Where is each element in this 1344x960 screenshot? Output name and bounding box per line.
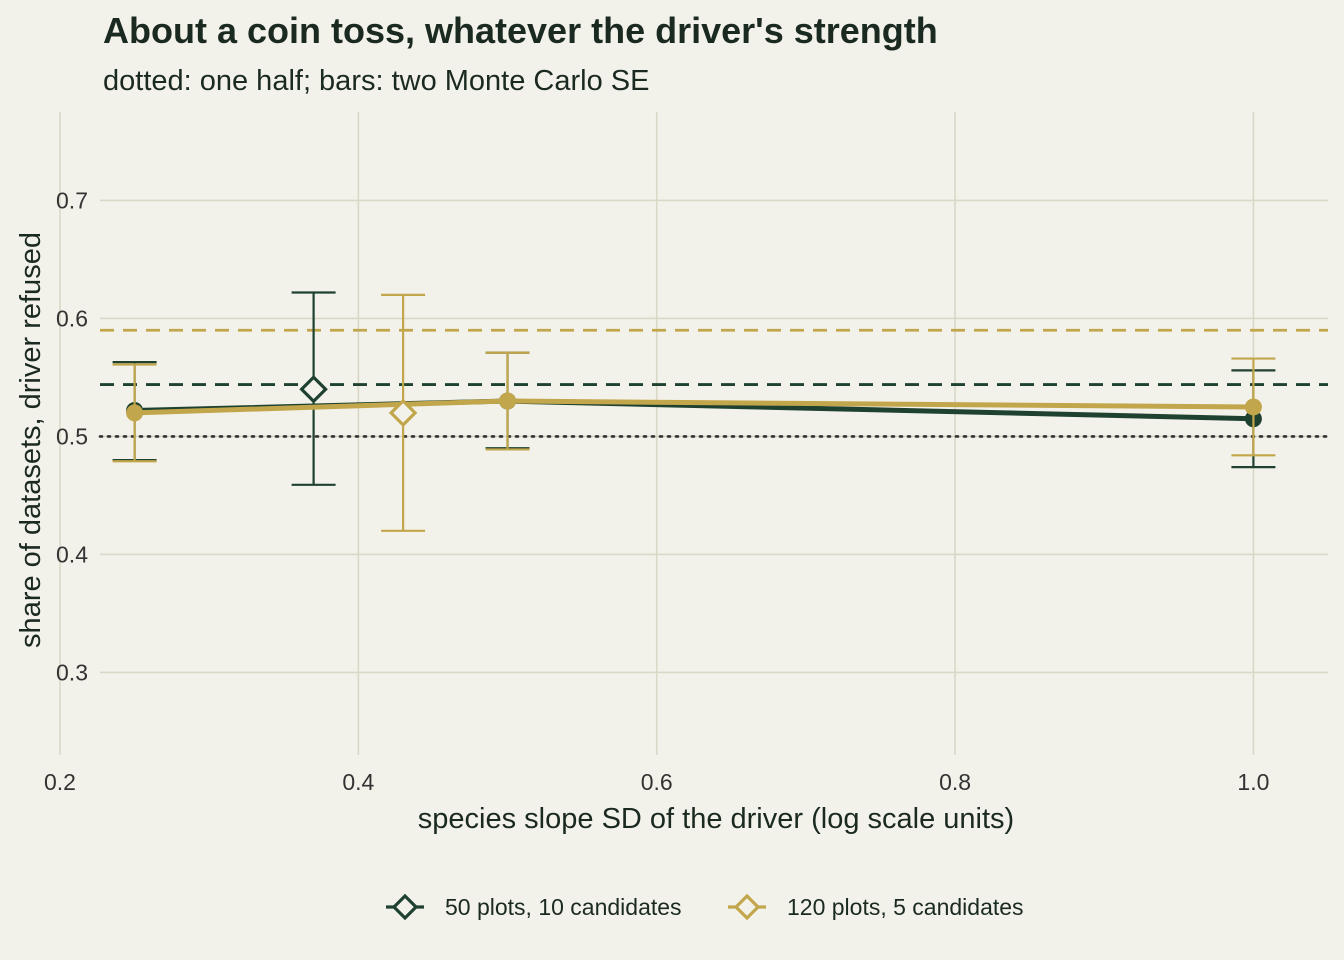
y-tick-label: 0.5 [56, 423, 88, 449]
legend-key-diamond [391, 893, 419, 921]
tick-labels: 0.2 0.4 0.6 0.8 1.0 0.3 0.4 0.5 0.6 0.7 [44, 187, 1269, 795]
x-tick-label: 0.4 [342, 769, 374, 795]
x-tick-label: 0.8 [939, 769, 971, 795]
series [112, 291, 1276, 532]
y-tick-label: 0.4 [56, 541, 88, 567]
legend-key-diamond [733, 893, 761, 921]
reference-lines [98, 328, 1330, 438]
x-tick-label: 1.0 [1237, 769, 1269, 795]
point-marker [1244, 398, 1262, 416]
y-tick-label: 0.3 [56, 659, 88, 685]
y-tick-label: 0.6 [56, 305, 88, 331]
series-2 [112, 293, 1276, 532]
legend-item-2: 120 plots, 5 candidates [728, 893, 1024, 921]
chart-subtitle: dotted: one half; bars: two Monte Carlo … [103, 65, 649, 97]
y-axis-label: share of datasets, driver refused [15, 232, 47, 648]
legend: 50 plots, 10 candidates 120 plots, 5 cand… [386, 893, 1024, 921]
point-marker [499, 392, 517, 410]
legend-label: 50 plots, 10 candidates [445, 894, 682, 920]
series-1 [112, 291, 1276, 486]
diamond-marker [388, 398, 418, 428]
x-tick-label: 0.6 [641, 769, 673, 795]
diamond-marker [299, 374, 328, 404]
x-tick-label: 0.2 [44, 769, 76, 795]
gridlines [59, 112, 1328, 755]
legend-item-1: 50 plots, 10 candidates [386, 893, 682, 921]
chart-title: About a coin toss, whatever the driver's… [103, 10, 938, 51]
legend-label: 120 plots, 5 candidates [787, 894, 1024, 920]
y-tick-label: 0.7 [56, 187, 88, 213]
x-axis-label: species slope SD of the driver (log scal… [418, 803, 1014, 835]
point-marker [126, 404, 144, 422]
